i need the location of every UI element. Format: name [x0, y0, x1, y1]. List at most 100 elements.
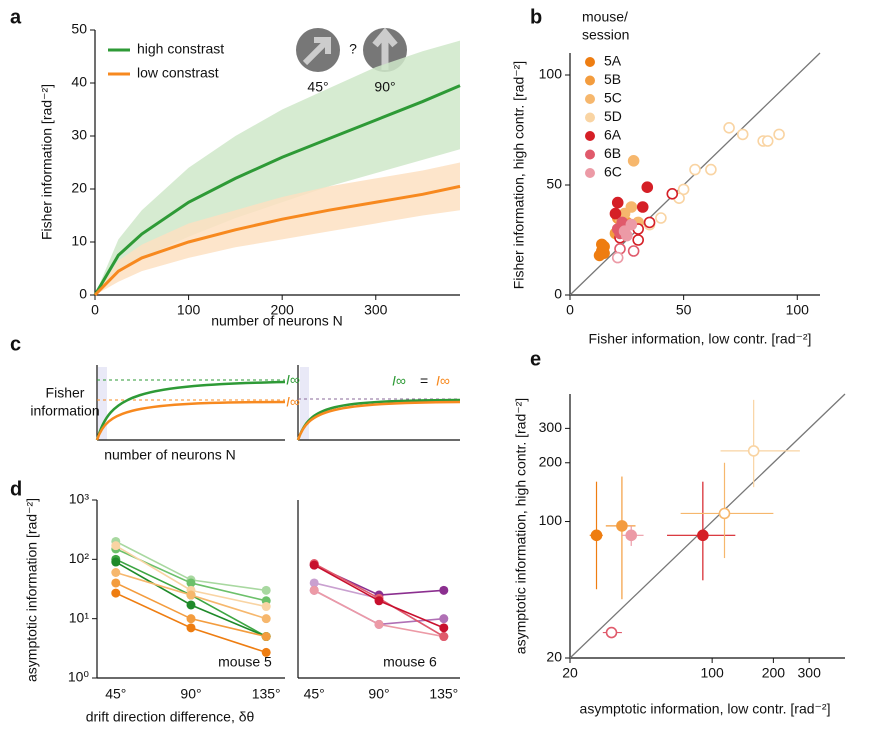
- point: [111, 557, 121, 567]
- legend-label: 5D: [604, 108, 622, 124]
- point: [186, 614, 196, 624]
- legend-label: low constrast: [137, 65, 219, 81]
- y-axis-label: Fisher information [rad⁻²]: [39, 84, 55, 240]
- point: [761, 135, 774, 147]
- schematic-ylabel: Fisher: [46, 385, 85, 401]
- panel-label: a: [10, 6, 22, 28]
- x-tick-label: 135°: [252, 686, 281, 702]
- y-tick-label: 50: [546, 176, 562, 192]
- point: [261, 614, 271, 624]
- i-inf-label: I∞: [436, 373, 450, 389]
- annotation: ?: [349, 41, 357, 57]
- point: [627, 245, 640, 257]
- point: [186, 590, 196, 600]
- panel-label: d: [10, 478, 22, 500]
- point: [718, 507, 731, 520]
- point: [261, 602, 271, 612]
- legend-label: high constrast: [137, 41, 224, 57]
- point: [309, 578, 319, 588]
- y-tick-label: 200: [539, 453, 563, 469]
- legend-label: 6B: [604, 145, 621, 161]
- y-tick-label: 300: [539, 419, 563, 435]
- point: [309, 585, 319, 595]
- point: [611, 251, 624, 264]
- point: [186, 578, 196, 588]
- y-tick-label: 20: [71, 180, 87, 196]
- point: [625, 529, 638, 542]
- line: [93, 184, 461, 297]
- point: [666, 188, 679, 200]
- point: [627, 155, 640, 167]
- point: [605, 626, 618, 639]
- legend-marker: [585, 131, 595, 141]
- y-tick-label: 100: [539, 512, 563, 528]
- point: [773, 128, 785, 141]
- y-tick-label: 10¹: [69, 609, 90, 625]
- panel-label: c: [10, 333, 21, 355]
- point: [723, 122, 735, 134]
- y-tick-label: 10³: [69, 491, 90, 507]
- x-tick-label: 100: [177, 302, 201, 318]
- x-tick-label: 0: [566, 302, 574, 318]
- point: [697, 529, 709, 542]
- point: [111, 541, 121, 551]
- x-tick-label: 50: [676, 302, 692, 318]
- point: [111, 588, 121, 598]
- x-tick-label: 200: [762, 665, 786, 681]
- y-axis-label: asymptotic information, high contr. [rad…: [513, 398, 529, 654]
- schematic-xlabel: number of neurons N: [104, 447, 236, 463]
- legend-title: mouse/: [582, 9, 628, 25]
- y-tick-label: 0: [554, 286, 562, 302]
- equals-sign: =: [420, 373, 428, 389]
- legend-marker: [585, 112, 595, 123]
- point: [439, 632, 449, 642]
- point: [655, 212, 667, 224]
- x-tick-label: 100: [786, 302, 810, 318]
- y-tick-label: 20: [546, 649, 562, 665]
- point: [186, 600, 196, 610]
- point: [625, 201, 638, 213]
- x-tick-label: 0: [91, 302, 99, 318]
- point: [590, 529, 603, 542]
- y-axis-label: asymptotic information [rad⁻²]: [24, 498, 40, 682]
- legend-label: 6C: [604, 164, 622, 180]
- annotation: 45°: [307, 79, 328, 95]
- point: [611, 196, 624, 209]
- line: [93, 84, 461, 296]
- point: [111, 567, 121, 577]
- confidence-band: [95, 162, 460, 295]
- y-tick-label: 40: [71, 74, 87, 90]
- legend-label: 5B: [604, 71, 621, 87]
- y-tick-label: 10⁰: [68, 669, 90, 685]
- x-axis-label: asymptotic information, low contr. [rad⁻…: [580, 701, 831, 717]
- point: [736, 128, 749, 141]
- x-tick-label: 300: [798, 665, 822, 681]
- point: [625, 218, 638, 231]
- x-tick-label: 90°: [180, 686, 201, 702]
- x-tick-label: 45°: [105, 686, 126, 702]
- point: [616, 520, 628, 532]
- point: [261, 585, 271, 595]
- x-tick-label: 300: [364, 302, 388, 318]
- point: [439, 623, 449, 633]
- y-tick-label: 50: [71, 21, 87, 37]
- point: [609, 207, 622, 220]
- y-tick-label: 10²: [69, 550, 90, 566]
- point: [309, 560, 319, 570]
- point: [261, 647, 271, 657]
- point: [747, 445, 760, 457]
- y-tick-label: 10: [71, 233, 87, 249]
- point: [641, 181, 654, 193]
- x-tick-label: 100: [700, 665, 724, 681]
- legend-marker: [585, 168, 595, 178]
- panel-label: b: [530, 6, 542, 28]
- x-tick-label: 20: [562, 665, 578, 681]
- i-inf-label: I∞: [392, 373, 406, 389]
- point: [598, 240, 610, 253]
- panel-label: e: [530, 348, 541, 370]
- legend-title: session: [582, 27, 629, 43]
- legend-marker: [585, 149, 595, 160]
- annotation: 90°: [374, 79, 395, 95]
- y-tick-label: 0: [79, 286, 87, 302]
